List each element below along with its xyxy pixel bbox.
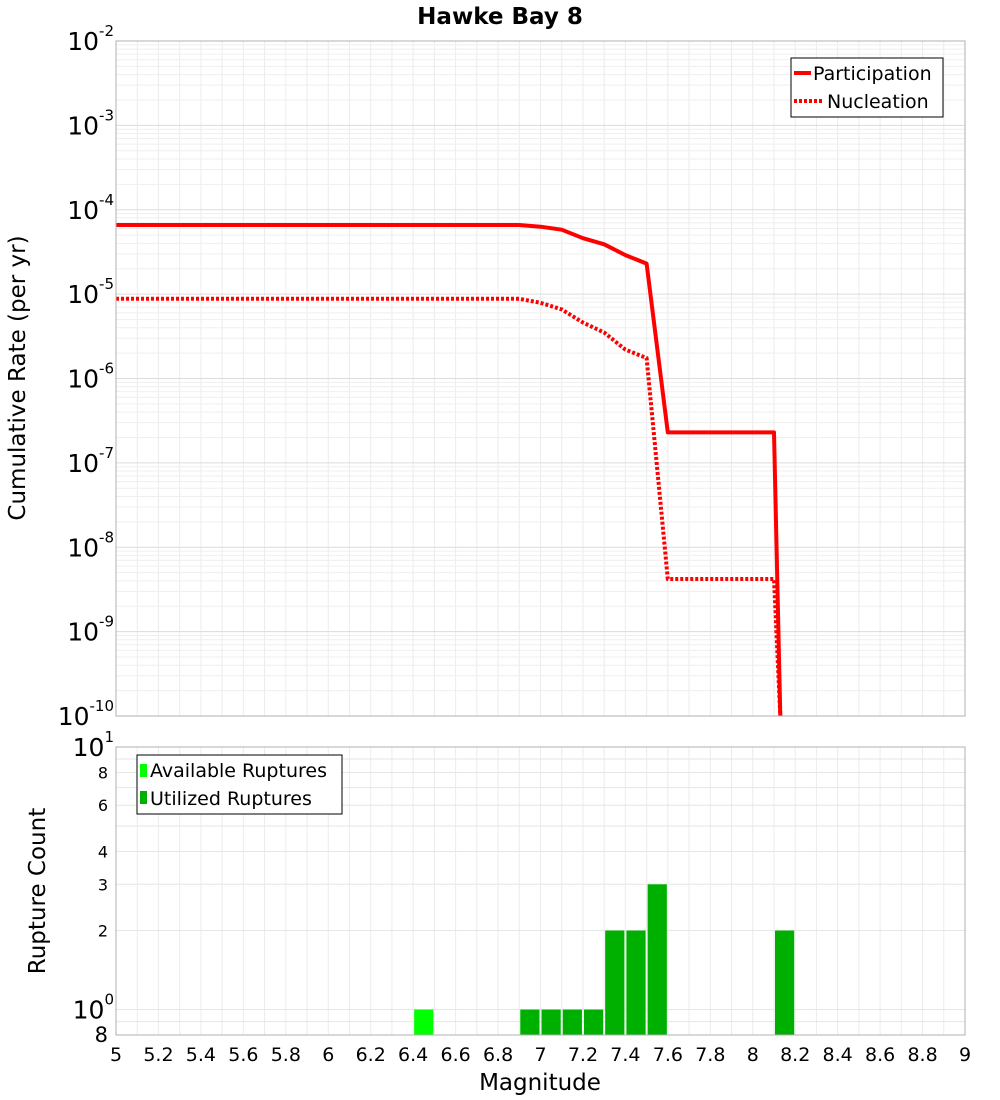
count-y-major-tick-label: 100 — [73, 991, 114, 1025]
legend-label-available: Available Ruptures — [150, 760, 327, 782]
series-line-participation — [116, 223, 783, 717]
bar-utilized-ruptures — [562, 1009, 582, 1035]
rate-plot-frame — [115, 40, 966, 717]
series-line-nucleation — [116, 296, 783, 717]
x-tick-label: 8.2 — [780, 1044, 810, 1066]
bar-available-ruptures — [414, 1009, 434, 1035]
legend-label-participation: Participation — [813, 63, 932, 85]
legend-swatch-utilized — [140, 791, 147, 804]
rupture-legend-box — [136, 754, 343, 815]
x-tick-label: 6.2 — [356, 1044, 386, 1066]
x-tick-label: 6.6 — [440, 1044, 470, 1066]
x-tick-label: 7.4 — [610, 1044, 640, 1066]
rate-y-tick-label: 10-9 — [67, 613, 114, 647]
x-tick-label: 6.4 — [398, 1044, 428, 1066]
chart-title: Hawke Bay 8 — [417, 4, 583, 30]
x-tick-label: 7.8 — [695, 1044, 725, 1066]
rate-y-tick-label: 10-2 — [67, 22, 114, 56]
axis-labels: 10-2 10-3 10-4 10-5 10-6 10-7 10-8 10-9 10-10101… — [58, 22, 971, 1066]
x-tick-label: 6 — [322, 1044, 334, 1066]
count-y-major-tick-label: 101 — [73, 728, 114, 762]
rate-series-group — [116, 223, 783, 717]
legend-label-utilized: Utilized Ruptures — [150, 788, 312, 810]
bar-utilized-ruptures — [774, 930, 795, 1035]
bar-utilized-ruptures — [605, 930, 625, 1035]
rupture-legend: Available Ruptures Utilized Ruptures — [136, 754, 343, 815]
x-tick-label: 7.6 — [653, 1044, 683, 1066]
rate-y-axis-title: Cumulative Rate (per yr) — [5, 235, 31, 520]
rate-y-tick-label: 10-10 — [58, 697, 114, 731]
x-tick-label: 8.8 — [907, 1044, 937, 1066]
count-plot-frame — [115, 746, 966, 1036]
x-tick-label: 7 — [534, 1044, 546, 1066]
rate-y-tick-label: 10-6 — [67, 360, 114, 394]
x-tick-label: 5.6 — [228, 1044, 258, 1066]
rate-legend: Participation Nucleation — [790, 57, 944, 118]
x-tick-label: 5.2 — [143, 1044, 173, 1066]
count-y-minor-tick-label: 6 — [98, 796, 108, 815]
x-tick-label: 5 — [110, 1044, 122, 1066]
x-tick-label: 8 — [747, 1044, 759, 1066]
bar-utilized-ruptures — [626, 930, 646, 1035]
rupture-count-y-axis-title: Rupture Count — [25, 808, 51, 974]
rate-y-tick-label: 10-3 — [67, 106, 114, 140]
plot-frames — [115, 40, 966, 1036]
x-tick-label: 5.4 — [186, 1044, 216, 1066]
count-y-minor-tick-label: 3 — [98, 875, 108, 894]
bar-utilized-ruptures — [647, 884, 667, 1035]
x-tick-label: 5.8 — [271, 1044, 301, 1066]
x-tick-label: 8.6 — [865, 1044, 895, 1066]
rate-legend-box — [790, 57, 944, 118]
rate-y-tick-label: 10-7 — [67, 444, 114, 478]
rate-y-tick-label: 10-5 — [67, 275, 114, 309]
magnitude-x-axis-title: Magnitude — [479, 1070, 601, 1096]
count-y-bottom-tick-label: 8 — [95, 1023, 108, 1047]
x-tick-label: 9 — [959, 1044, 971, 1066]
x-tick-label: 7.2 — [568, 1044, 598, 1066]
x-tick-label: 8.4 — [823, 1044, 853, 1066]
rupture-bars-group — [414, 884, 795, 1035]
bar-utilized-ruptures — [583, 1009, 604, 1035]
bar-utilized-ruptures — [520, 1009, 540, 1035]
x-tick-label: 6.8 — [483, 1044, 513, 1066]
count-y-minor-tick-label: 8 — [98, 763, 108, 782]
rate-plot-area — [115, 40, 966, 717]
legend-swatch-available — [140, 764, 147, 777]
count-y-minor-tick-label: 4 — [98, 842, 108, 861]
bar-utilized-ruptures — [541, 1009, 561, 1035]
rate-y-tick-label: 10-4 — [67, 191, 114, 225]
count-y-minor-tick-label: 2 — [98, 922, 108, 941]
rate-y-tick-label: 10-8 — [67, 528, 114, 562]
legend-label-nucleation: Nucleation — [827, 91, 929, 113]
